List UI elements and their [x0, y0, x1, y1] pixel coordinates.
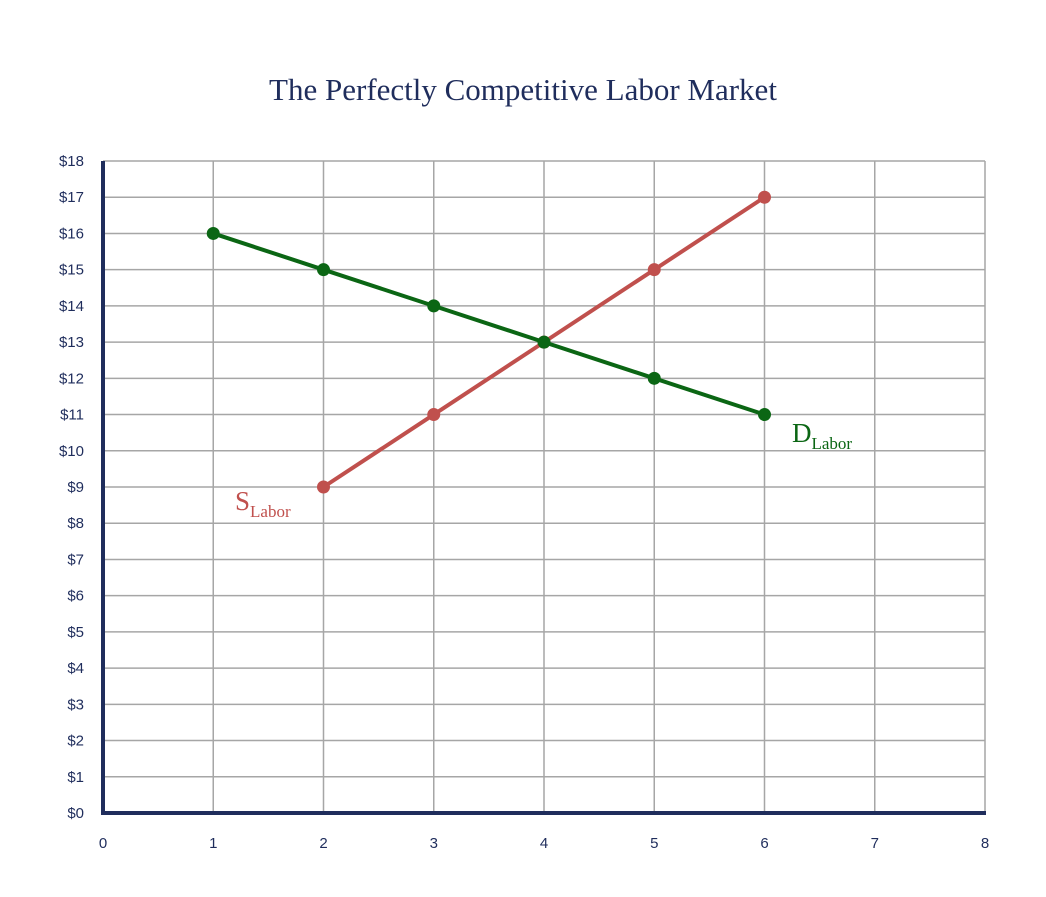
data-point	[758, 190, 771, 204]
y-tick-label: $3	[67, 696, 84, 713]
data-point	[427, 299, 441, 313]
x-tick-label: 3	[430, 835, 438, 852]
data-point	[647, 263, 661, 277]
y-tick-label: $4	[67, 660, 84, 677]
series-line	[212, 231, 766, 417]
y-tick-label: $7	[67, 551, 84, 568]
y-tick-label: $17	[59, 189, 84, 206]
series-label: DLabor	[792, 418, 852, 453]
x-tick-label: 0	[99, 835, 107, 852]
x-tick-label: 5	[650, 835, 658, 852]
series-label-sub: Labor	[250, 502, 291, 521]
chart-title: The Perfectly Competitive Labor Market	[269, 72, 777, 107]
y-tick-label: $14	[59, 298, 84, 315]
data-point	[317, 263, 330, 277]
data-point	[537, 335, 551, 349]
series-label-main: D	[792, 418, 812, 448]
y-tick-label: $8	[67, 515, 84, 532]
x-tick-label: 8	[981, 835, 989, 852]
series-group	[206, 190, 771, 494]
grid-lines	[103, 160, 986, 813]
data-point	[206, 226, 220, 240]
y-tick-labels: $0 $1 $2 $3 $4 $5 $6 $7 $8 $9 $10 $11 $12 $13 $14 $15 $1…	[59, 153, 84, 822]
y-tick-label: $11	[60, 407, 84, 424]
x-tick-label: 6	[760, 835, 768, 852]
y-tick-label: $10	[59, 443, 84, 460]
axes	[101, 161, 986, 815]
series-label-main: S	[235, 486, 250, 516]
y-tick-label: $5	[67, 624, 84, 641]
y-tick-label: $0	[67, 805, 84, 822]
x-tick-label: 1	[209, 835, 217, 852]
data-point	[427, 408, 441, 422]
data-point	[647, 371, 661, 385]
y-tick-label: $15	[59, 262, 84, 279]
x-tick-label: 7	[871, 835, 879, 852]
y-tick-label: $18	[59, 153, 84, 170]
y-tick-label: $2	[67, 733, 84, 750]
y-tick-label: $1	[67, 769, 84, 786]
data-point	[317, 480, 330, 494]
x-tick-label: 4	[540, 835, 548, 852]
series-label-sub: Labor	[812, 434, 853, 453]
y-tick-label: $13	[59, 334, 84, 351]
x-tick-labels: 0 1 2 3 4 5 6 7 8	[99, 835, 989, 852]
y-tick-label: $9	[67, 479, 84, 496]
y-tick-label: $12	[59, 370, 84, 387]
data-point	[758, 408, 771, 422]
y-tick-label: $16	[59, 225, 84, 242]
y-tick-label: $6	[67, 588, 84, 605]
series-label: SLabor	[235, 486, 291, 521]
x-tick-label: 2	[319, 835, 327, 852]
